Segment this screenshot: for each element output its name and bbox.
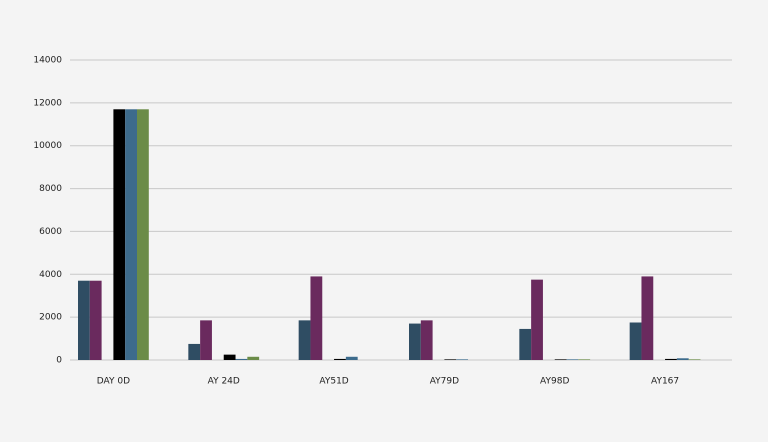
bar bbox=[310, 276, 323, 360]
bar bbox=[188, 343, 201, 360]
bar bbox=[456, 359, 468, 360]
bar bbox=[137, 109, 149, 361]
bar bbox=[235, 358, 248, 360]
bar bbox=[200, 320, 212, 360]
y-tick-label: 0 bbox=[56, 356, 62, 366]
y-tick-label: 10000 bbox=[33, 141, 62, 151]
x-tick-label: AY51D bbox=[319, 377, 348, 387]
bar bbox=[531, 279, 543, 360]
bar bbox=[519, 328, 532, 360]
bar bbox=[676, 358, 689, 360]
y-tick-label: 12000 bbox=[33, 98, 62, 108]
bar bbox=[444, 359, 457, 360]
x-tick-label: DAY 0D bbox=[97, 377, 130, 387]
bar bbox=[409, 323, 421, 360]
y-tick-label: 14000 bbox=[33, 56, 62, 66]
bar bbox=[641, 276, 654, 360]
bar bbox=[688, 359, 701, 360]
bar bbox=[334, 358, 346, 360]
x-tick-label: AY98D bbox=[540, 377, 569, 387]
bar bbox=[420, 320, 433, 360]
y-tick-label: 2000 bbox=[39, 313, 62, 323]
bar bbox=[125, 109, 137, 361]
bar bbox=[89, 280, 102, 360]
x-tick-label: AY79D bbox=[430, 377, 459, 387]
x-tick-label: AY 24D bbox=[208, 377, 240, 387]
bar bbox=[113, 109, 126, 361]
bar bbox=[629, 322, 642, 360]
y-tick-label: 8000 bbox=[39, 184, 62, 194]
bar bbox=[223, 354, 236, 360]
bar bbox=[247, 356, 260, 360]
bar bbox=[665, 358, 677, 360]
bar bbox=[554, 359, 567, 360]
x-tick-label: AY167 bbox=[651, 377, 679, 387]
bar bbox=[298, 320, 311, 360]
bar bbox=[566, 359, 579, 360]
bar bbox=[78, 280, 90, 360]
y-tick-label: 6000 bbox=[39, 227, 62, 237]
y-tick-label: 4000 bbox=[39, 270, 62, 280]
bar bbox=[578, 359, 591, 360]
bar bbox=[345, 356, 358, 360]
